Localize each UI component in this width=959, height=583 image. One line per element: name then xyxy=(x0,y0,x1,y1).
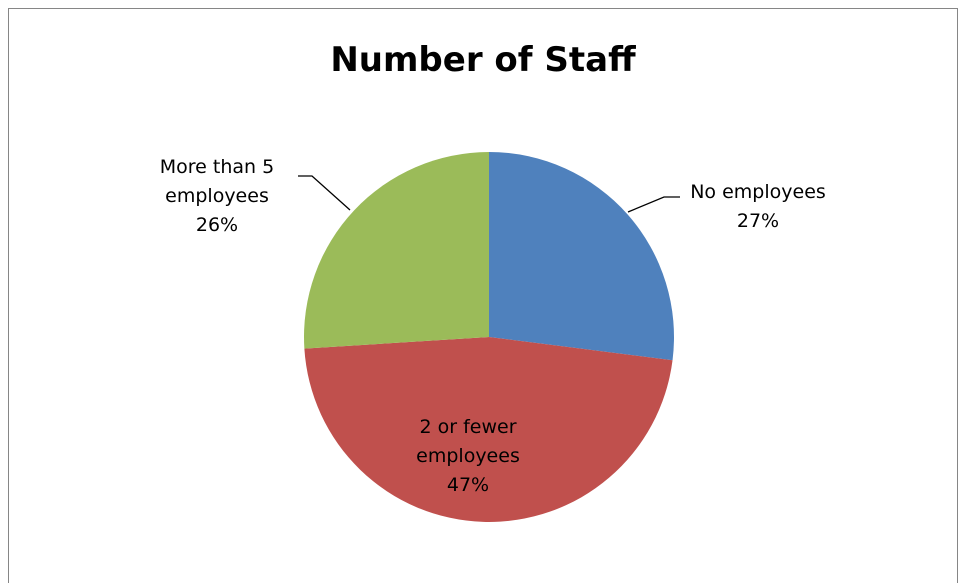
data-label: 2 or fewer employees 47% xyxy=(416,416,520,496)
pie-slice xyxy=(304,337,673,522)
data-label: More than 5 employees 26% xyxy=(160,156,274,236)
leader-line xyxy=(627,196,680,213)
pie-slice xyxy=(304,152,489,349)
chart-title: Number of Staff xyxy=(330,40,636,80)
data-label: No employees 27% xyxy=(690,181,826,232)
pie-slice xyxy=(489,152,674,361)
leader-line xyxy=(298,175,351,211)
